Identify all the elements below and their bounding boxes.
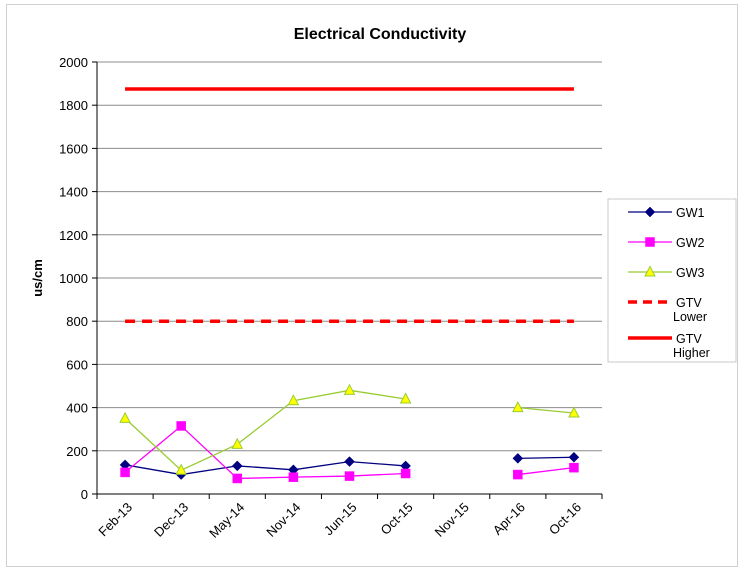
legend-item-gtv-lower: GTV Lower	[628, 296, 707, 324]
data-point-gw1	[344, 456, 355, 467]
y-tick-label: 200	[66, 444, 88, 459]
y-axis-label: us/cm	[30, 259, 45, 297]
legend-item-gtv-higher: GTV Higher	[628, 332, 710, 360]
y-tick-label: 400	[66, 401, 88, 416]
y-tick-label: 1800	[59, 98, 88, 113]
series-line-gw3	[124, 389, 406, 472]
x-tick-label: Dec-13	[151, 500, 191, 540]
data-point-gw2	[288, 472, 299, 482]
y-tick-label: 1400	[59, 185, 88, 200]
data-point-gw3	[568, 406, 580, 418]
legend-label: GTV Higher	[673, 332, 710, 360]
data-point-gw2	[344, 471, 355, 481]
legend-box	[607, 198, 737, 363]
legend-label: GW1	[676, 206, 705, 220]
data-point-gw3	[119, 411, 131, 423]
data-point-gw3	[287, 394, 300, 406]
data-point-gw2	[232, 473, 243, 484]
y-tick-label: 1600	[59, 141, 88, 156]
series-line-gw1	[517, 456, 574, 460]
legend-marker	[645, 237, 655, 247]
data-point-gw2	[120, 467, 130, 478]
series-gw1	[119, 451, 580, 480]
x-tick-label: Nov-14	[263, 500, 303, 540]
x-tick-label: May-14	[206, 500, 247, 541]
data-point-gw3	[231, 437, 244, 449]
data-point-gw3	[175, 463, 187, 475]
legend: GW1 GW2 GW3 GTV Lower GTV Higher	[607, 198, 737, 363]
legend-label: GTV Lower	[673, 296, 707, 324]
y-tick-label: 0	[81, 487, 88, 502]
data-point-gw2	[569, 462, 579, 473]
y-tick-label: 1200	[59, 228, 88, 243]
x-tick-label: Jun-15	[321, 500, 360, 539]
data-point-gw3	[343, 383, 356, 395]
data-point-gw1	[512, 453, 524, 464]
y-tick-label: 2000	[59, 55, 88, 70]
legend-item-gw1: GW1	[628, 206, 705, 220]
legend-item-gw3: GW3	[628, 265, 705, 280]
data-point-gw2	[176, 421, 186, 431]
series-gw2	[120, 421, 579, 484]
chart-title: Electrical Conductivity	[294, 26, 467, 43]
x-tick-label: Feb-13	[95, 500, 135, 540]
legend-label: GW2	[676, 236, 705, 250]
data-point-gw2	[513, 469, 523, 480]
y-tick-label: 1000	[59, 271, 88, 286]
series-line-gw2	[124, 425, 406, 480]
x-tick-label: Oct-15	[378, 500, 416, 538]
data-point-gw3	[512, 401, 524, 413]
legend-label: GW3	[676, 266, 705, 280]
legend-marker	[644, 265, 656, 277]
series-gw3	[119, 383, 580, 475]
x-tick-label: Nov-15	[432, 500, 472, 540]
x-tick-label: Apr-16	[490, 500, 528, 538]
series-line-gw1	[124, 460, 406, 476]
legend-item-gw2: GW2	[628, 236, 705, 250]
data-point-gw1	[568, 451, 580, 463]
series-line-gw3	[517, 406, 575, 414]
series-line-gw2	[517, 467, 575, 476]
legend-marker	[644, 206, 656, 218]
gridlines	[97, 61, 602, 452]
data-point-gw3	[399, 392, 412, 404]
y-tick-label: 800	[66, 314, 88, 329]
series-layer	[119, 87, 580, 484]
data-point-gw2	[400, 468, 411, 479]
y-tick-label: 600	[66, 357, 88, 372]
data-point-gw1	[231, 460, 243, 472]
x-tick-label: Oct-16	[546, 500, 584, 538]
